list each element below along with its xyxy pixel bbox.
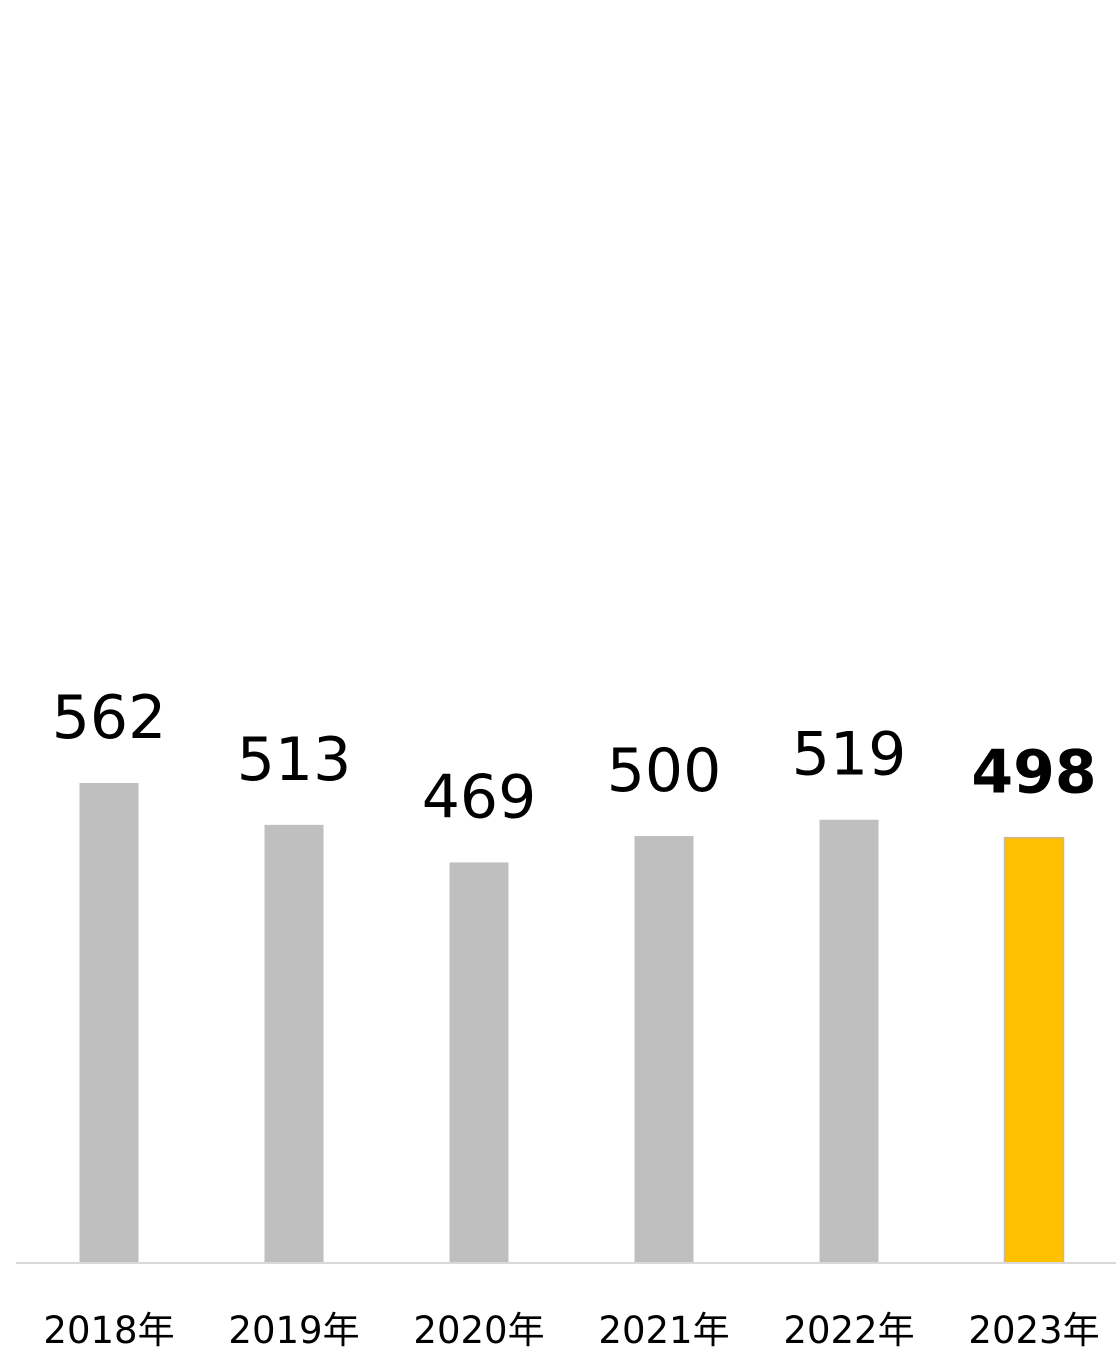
bar-2018年 xyxy=(79,783,139,1263)
value-label-2022年: 519 xyxy=(792,720,907,790)
x-tick-label-2019年: 2019年 xyxy=(228,1309,359,1352)
bar-2022年 xyxy=(819,819,879,1263)
bars xyxy=(79,783,1065,1264)
value-labels: 562 513 469 500 519 498 xyxy=(52,683,1097,832)
bar-2021年 xyxy=(634,835,694,1263)
value-label-2021年: 500 xyxy=(607,736,722,806)
x-tick-label-2023年: 2023年 xyxy=(968,1309,1099,1352)
x-tick-label-2022年: 2022年 xyxy=(783,1309,914,1352)
x-tick-label-2020年: 2020年 xyxy=(413,1309,544,1352)
x-axis-tick-labels: 2018年 2019年 2020年 2021年 2022年 2023年 xyxy=(43,1309,1099,1352)
x-tick-label-2021年: 2021年 xyxy=(598,1309,729,1352)
x-tick-label-2018年: 2018年 xyxy=(43,1309,174,1352)
bar-2023年 xyxy=(1003,836,1065,1264)
value-label-2018年: 562 xyxy=(52,683,167,753)
value-label-2023年: 498 xyxy=(971,738,1096,808)
value-label-2019年: 513 xyxy=(237,725,352,795)
value-label-2020年: 469 xyxy=(422,762,537,832)
bar-2019年 xyxy=(264,824,324,1263)
bar-2020年 xyxy=(449,862,509,1263)
